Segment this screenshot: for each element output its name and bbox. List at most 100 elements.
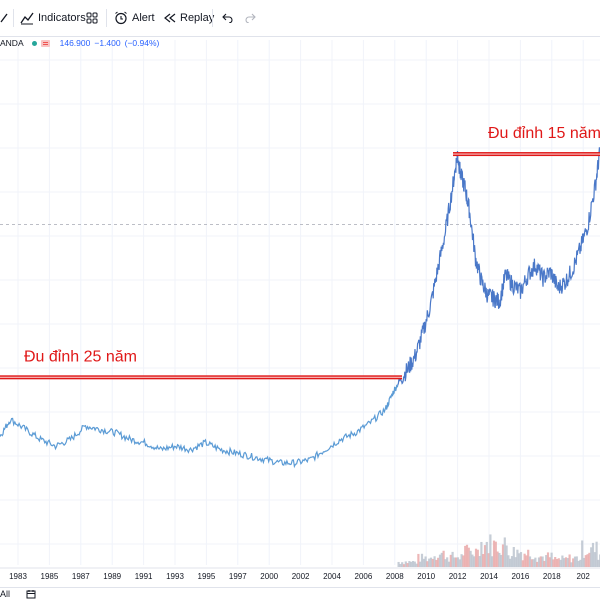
volume-bar — [500, 554, 503, 567]
volume-bar — [530, 559, 533, 567]
x-tick-label: 1989 — [103, 572, 121, 581]
templates-button[interactable] — [86, 0, 98, 36]
volume-bar — [546, 552, 550, 567]
volume-bar — [514, 557, 517, 567]
volume-bar — [408, 561, 411, 567]
volume-bar — [575, 556, 578, 567]
x-tick-label: 1991 — [135, 572, 153, 581]
volume-bar — [591, 542, 595, 567]
volume-bar — [537, 557, 541, 567]
price-series-line — [0, 384, 399, 469]
volume-bar — [548, 557, 551, 567]
volume-bar — [410, 561, 413, 567]
volume-bar — [426, 561, 429, 567]
volume-bar — [442, 550, 445, 567]
alert-button[interactable]: Alert — [114, 0, 155, 36]
price-change-pct: (−0.94%) — [124, 38, 160, 48]
price-chart[interactable]: 1983 1985 1987 1989 1991 1993 1995 1997 2000 2002… — [0, 36, 600, 600]
redo-icon — [245, 13, 256, 23]
redo-button[interactable] — [245, 0, 256, 36]
calendar-icon[interactable] — [26, 589, 36, 599]
volume-bar — [453, 557, 456, 567]
volume-bar — [509, 558, 512, 567]
indicators-button[interactable]: Indicators — [20, 0, 86, 36]
volume-bar — [527, 549, 530, 567]
volume-bar — [512, 546, 515, 567]
volume-bar — [482, 554, 485, 567]
volume-bar — [579, 559, 582, 567]
grid-icon — [86, 12, 98, 24]
volume-bar — [595, 541, 598, 567]
volume-bar — [536, 561, 539, 567]
volume-bar — [424, 556, 427, 567]
volume-bar — [534, 557, 537, 567]
range-all-button[interactable]: All — [0, 589, 11, 599]
alert-label: Alert — [132, 12, 155, 24]
x-tick-label: 2002 — [292, 572, 310, 581]
volume-bar — [593, 552, 596, 567]
volume-bar — [577, 560, 580, 567]
top-toolbar: Indicators Alert Replay — [0, 0, 600, 37]
volume-bar — [469, 550, 472, 567]
volume-bar — [462, 555, 465, 567]
volume-bar — [503, 537, 506, 567]
volume-bar — [456, 557, 460, 567]
volume-bar — [545, 555, 548, 567]
volume-bar — [419, 561, 422, 567]
alarm-clock-icon — [115, 11, 127, 25]
x-tick-label: 2012 — [449, 572, 467, 581]
volume-bar — [528, 556, 532, 567]
volume-bar — [483, 545, 487, 567]
rewind-icon — [164, 13, 176, 23]
toolbar-divider — [13, 9, 14, 27]
volume-bar — [415, 563, 418, 567]
volume-bar — [518, 553, 521, 567]
undo-button[interactable] — [222, 0, 233, 36]
x-tick-label: 1995 — [198, 572, 216, 581]
draw-tool-icon[interactable] — [0, 0, 10, 36]
volume-bar — [584, 555, 587, 567]
volume-bar — [550, 552, 553, 567]
volume-bar — [449, 554, 452, 567]
volume-bar — [485, 541, 488, 567]
volume-bar — [429, 557, 433, 567]
volume-bar — [411, 560, 415, 567]
volume-bar — [566, 558, 569, 567]
volume-bar — [397, 561, 400, 567]
x-tick-label: 202 — [577, 572, 591, 581]
x-tick-label: 2016 — [512, 572, 530, 581]
volume-bar — [487, 553, 490, 567]
peak-level-marker-highlight — [0, 376, 402, 378]
x-tick-label: 1985 — [41, 572, 59, 581]
volume-bar — [465, 544, 469, 567]
peak-annotation-label: Đu đỉnh 25 năm — [24, 348, 137, 365]
replay-label: Replay — [180, 12, 215, 24]
volume-bar — [557, 558, 560, 567]
x-tick-label: 2000 — [260, 572, 278, 581]
volume-bar — [476, 549, 479, 567]
volume-bar — [467, 547, 470, 567]
volume-bar — [433, 556, 436, 567]
volume-bar — [496, 551, 499, 567]
volume-bar — [489, 534, 492, 567]
x-tick-label: 2006 — [355, 572, 373, 581]
bottom-bar: All — [0, 587, 600, 601]
volume-bar — [451, 551, 454, 567]
volume-bar — [478, 556, 481, 567]
volume-bar — [572, 558, 575, 567]
volume-bar — [586, 554, 589, 567]
x-tick-label: 1987 — [72, 572, 90, 581]
x-tick-label: 1983 — [9, 572, 27, 581]
symbol-name[interactable]: ANDA — [0, 38, 24, 48]
toolbar-divider — [106, 9, 107, 27]
volume-bar — [438, 554, 442, 567]
volume-bar — [455, 557, 458, 567]
volume-bar — [582, 557, 586, 567]
settings-badge-icon[interactable] — [40, 39, 50, 47]
volume-bar — [473, 556, 476, 567]
volume-bar — [406, 563, 409, 567]
volume-bar — [413, 561, 416, 567]
volume-bar — [480, 541, 483, 567]
replay-button[interactable]: Replay — [164, 0, 214, 36]
volume-bar — [525, 555, 528, 567]
